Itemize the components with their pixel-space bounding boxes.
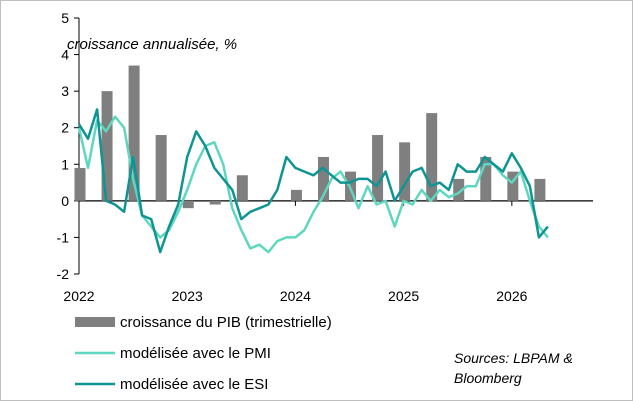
x-tick-label: 2026 bbox=[496, 288, 527, 304]
x-tick-label: 2022 bbox=[63, 288, 94, 304]
gdp-bar bbox=[236, 175, 248, 201]
gdp-bar bbox=[74, 167, 86, 201]
x-tick-label: 2023 bbox=[172, 288, 203, 304]
x-tick-label: 2024 bbox=[280, 288, 311, 304]
pmi-line bbox=[77, 115, 549, 254]
gdp-bar bbox=[101, 91, 113, 201]
source-note: Sources: LBPAM & Bloomberg bbox=[454, 350, 573, 386]
y-tick-label: 3 bbox=[61, 83, 69, 99]
chart-subtitle: croissance annualisée, % bbox=[67, 36, 237, 53]
gdp-bar bbox=[372, 135, 384, 201]
y-tick-label: 0 bbox=[61, 193, 69, 209]
source-line: Bloomberg bbox=[454, 370, 522, 386]
gdp-bar bbox=[155, 135, 167, 201]
y-tick-label: -2 bbox=[57, 266, 70, 282]
y-tick-label: -1 bbox=[57, 229, 70, 245]
legend-item-gdp: croissance du PIB (trimestrielle) bbox=[75, 314, 332, 331]
legend-swatch-bar bbox=[75, 317, 115, 327]
gdp-bar bbox=[507, 171, 519, 201]
line-series bbox=[77, 108, 549, 254]
gdp-bar bbox=[290, 189, 302, 201]
x-tick-label: 2025 bbox=[388, 288, 419, 304]
esi-line bbox=[77, 108, 549, 254]
legend-item-esi: modélisée avec le ESI bbox=[75, 376, 268, 393]
gdp-bar bbox=[480, 156, 492, 201]
legend: croissance du PIB (trimestrielle) modélis… bbox=[75, 314, 332, 393]
y-tick-label: 5 bbox=[61, 10, 69, 26]
gdp-bar bbox=[128, 65, 140, 201]
gdp-bar bbox=[317, 156, 329, 201]
legend-label: modélisée avec le PMI bbox=[120, 345, 271, 362]
y-tick-label: 4 bbox=[61, 47, 69, 63]
gdp-bar bbox=[453, 178, 465, 201]
legend-label: modélisée avec le ESI bbox=[120, 376, 268, 393]
y-tick-label: 1 bbox=[61, 156, 69, 172]
x-axis: 2022 2023 2024 2025 2026 bbox=[63, 200, 593, 304]
legend-item-pmi: modélisée avec le PMI bbox=[75, 345, 271, 362]
bar-series bbox=[74, 65, 546, 209]
source-line: Sources: LBPAM & bbox=[454, 350, 573, 366]
y-tick-label: 2 bbox=[61, 120, 69, 136]
y-axis: -2 -1 0 1 2 3 4 5 bbox=[57, 10, 80, 282]
legend-label: croissance du PIB (trimestrielle) bbox=[120, 314, 332, 331]
gdp-bar bbox=[534, 178, 546, 201]
gdp-bar bbox=[399, 142, 411, 201]
gdp-bar bbox=[209, 200, 221, 205]
gdp-bar bbox=[182, 200, 194, 209]
gdp-bar bbox=[426, 113, 438, 201]
